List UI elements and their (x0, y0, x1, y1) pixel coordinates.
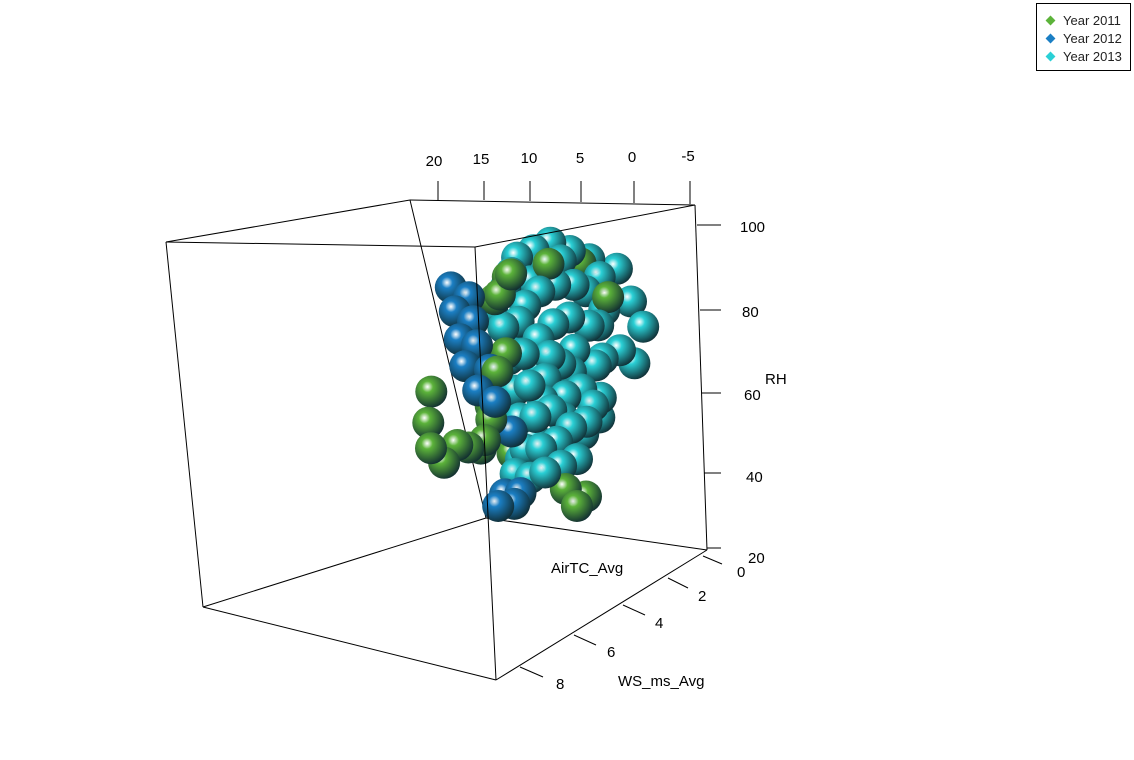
data-point (560, 490, 593, 522)
box-edge (485, 517, 708, 551)
legend-item-2013: Year 2013 (1045, 47, 1122, 65)
data-point (415, 432, 447, 465)
y-axis: 0 2 4 6 8 WS_ms_Avg (519, 555, 745, 693)
points-layer (412, 226, 660, 522)
box-edge (474, 204, 696, 248)
data-point (494, 258, 527, 291)
legend: Year 2011 Year 2012 Year 2013 (1036, 3, 1131, 71)
y-axis-tick (573, 634, 597, 646)
y-tick-label: 4 (655, 615, 663, 632)
x-tick-label: 15 (473, 151, 490, 168)
diamond-marker-icon (1045, 33, 1056, 43)
legend-label: Year 2011 (1063, 12, 1121, 28)
box-edge (694, 204, 708, 551)
data-point (519, 401, 552, 433)
box-edge (474, 246, 497, 681)
box-edge (165, 241, 476, 248)
legend-label: Year 2013 (1063, 48, 1122, 64)
y-tick-label: 0 (737, 564, 745, 581)
z-tick-label: 20 (748, 550, 765, 567)
box-edge (495, 549, 708, 681)
box-edge (202, 517, 487, 608)
data-point (529, 456, 562, 489)
legend-item-2012: Year 2012 (1045, 29, 1122, 47)
x-tick-label: 5 (576, 150, 584, 167)
box-edge (409, 199, 696, 206)
legend-label: Year 2012 (1063, 30, 1122, 46)
y-axis-tick (667, 577, 689, 589)
y-axis-tick (702, 555, 723, 565)
z-axis: 100 80 60 40 20 RH (697, 219, 787, 567)
x-axis: 20 15 10 5 0 -5 AirTC_Avg (426, 148, 695, 577)
data-point (487, 311, 520, 344)
z-tick-label: 100 (740, 219, 765, 236)
bounding-box-front (165, 204, 708, 681)
data-point (592, 281, 625, 314)
data-point (513, 369, 546, 402)
y-axis-tick (622, 604, 646, 616)
x-axis-title: AirTC_Avg (551, 560, 623, 577)
y-tick-label: 2 (698, 588, 706, 605)
diamond-marker-icon (1045, 51, 1056, 61)
data-point (415, 375, 448, 408)
box-edge (165, 241, 204, 608)
diamond-marker-icon (1045, 15, 1056, 25)
box-edge (409, 199, 487, 519)
z-axis-title: RH (765, 371, 787, 388)
data-point (479, 385, 512, 418)
box-edge (165, 199, 411, 243)
z-tick-label: 40 (746, 469, 763, 486)
legend-item-2011: Year 2011 (1045, 11, 1121, 29)
y-tick-label: 6 (607, 644, 615, 661)
x-tick-label: 10 (521, 150, 538, 167)
box-edge (202, 606, 497, 681)
x-tick-label: -5 (681, 148, 694, 165)
data-point (449, 350, 482, 383)
data-point (412, 406, 445, 439)
y-tick-label: 8 (556, 676, 564, 693)
bounding-box (165, 199, 708, 608)
z-tick-label: 60 (744, 387, 761, 404)
x-tick-label: 20 (426, 153, 443, 170)
data-point (482, 490, 515, 522)
data-point (532, 247, 565, 280)
data-point (627, 310, 660, 343)
x-tick-label: 0 (628, 149, 636, 166)
y-axis-title: WS_ms_Avg (618, 673, 704, 690)
z-tick-label: 80 (742, 304, 759, 321)
y-axis-tick (519, 666, 544, 678)
